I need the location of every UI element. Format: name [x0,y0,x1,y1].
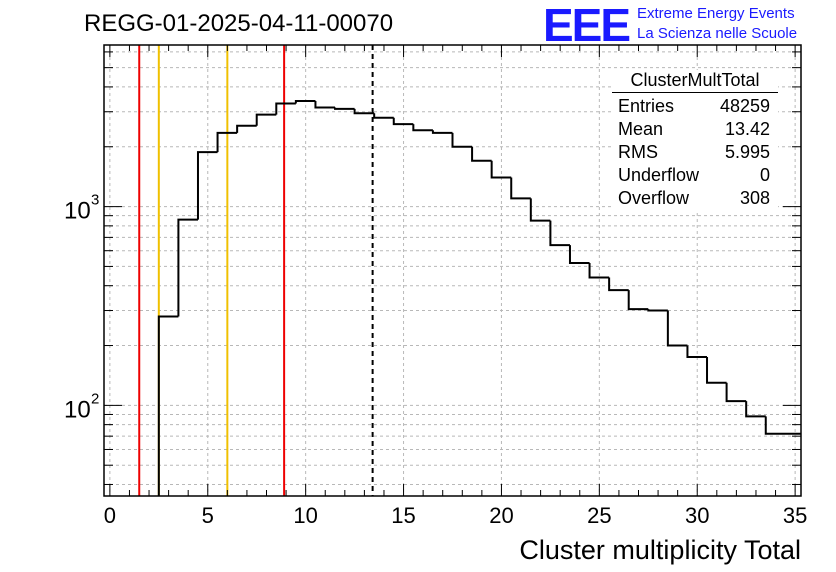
histogram-bin [236,124,257,133]
histogram-bin [216,131,238,153]
logo-line-1: Extreme Energy Events [637,5,795,22]
histogram-bin [706,357,727,384]
histogram-bin [627,290,649,311]
y-tick-exponent: 2 [91,390,99,407]
histogram-bin [666,310,688,347]
histogram-bin [275,102,296,115]
plot-frame [103,44,802,497]
stats-value: 308 [739,188,770,208]
logo-line-2: La Scienza nelle Scuole [637,25,798,42]
x-tick-label: 15 [391,503,415,528]
eee-logo: EEE Extreme Energy Events La Scienza nel… [543,0,833,51]
histogram-bin [490,160,512,179]
stats-value: 5.995 [724,142,770,162]
stats-box: ClusterMultTotal Entries 48259 Mean 13.4… [612,70,778,210]
stats-row-mean: Mean 13.42 [612,118,778,141]
stats-value: 0 [759,165,770,185]
stats-label: RMS [618,142,658,162]
run-title: REGG-01-2025-04-11-00070 [84,10,394,37]
x-axis-label: Cluster multiplicity Total [519,535,801,565]
histogram-bin [725,382,747,403]
histogram-bin [471,146,492,162]
y-tick-label: 10 [64,396,91,423]
stats-row-rms: RMS 5.995 [612,141,778,164]
stats-label: Mean [618,119,664,139]
y-tick-exponent: 3 [91,192,99,209]
histogram-bin [451,132,473,148]
stats-title: ClusterMultTotal [612,70,778,93]
histogram-bin [255,113,277,126]
histogram-bin [392,117,414,126]
x-tick-label: 0 [104,503,116,528]
stats-label: Overflow [618,188,690,208]
histogram-bin [764,416,801,435]
histogram-bin [568,245,590,265]
stats-value: 13.42 [724,119,770,139]
x-tick-label: 25 [587,503,611,528]
histogram-bin [510,177,531,200]
stats-label: Entries [618,96,675,116]
histogram-bin [686,345,708,359]
stats-value: 48259 [719,96,770,116]
histogram-bin [196,151,218,220]
x-tick-label: 35 [783,503,807,528]
histogram-series [157,99,801,496]
x-tick-label: 20 [489,503,513,528]
histogram-bin [608,277,629,292]
histogram-bin [373,113,394,119]
histogram-bin [588,263,610,279]
stats-row-entries: Entries 48259 [612,95,778,118]
reference-lines [138,45,374,496]
histogram-bin [177,218,198,317]
histogram-bin [314,100,336,109]
stats-label: Underflow [618,165,700,185]
x-tick-label: 30 [685,503,709,528]
stats-row-underflow: Underflow 0 [612,164,778,187]
histogram-bin [157,315,179,496]
histogram-bin [334,107,355,110]
histogram-bin [745,401,766,418]
histogram-bin [431,130,453,134]
histogram-bin [529,198,551,222]
histogram-bin [412,124,433,132]
stats-row-overflow: Overflow 308 [612,187,778,210]
histogram-bin [647,309,668,312]
logo-mark: EEE [543,0,631,51]
x-tick-label: 10 [293,503,317,528]
histogram-bin [294,99,316,104]
x-tick-label: 5 [202,503,214,528]
x-axis-ticks: 0 5 10 15 20 25 30 35 [104,45,807,528]
histogram-bin [549,220,570,247]
histogram-bin [353,108,375,115]
y-tick-label: 10 [64,198,91,225]
